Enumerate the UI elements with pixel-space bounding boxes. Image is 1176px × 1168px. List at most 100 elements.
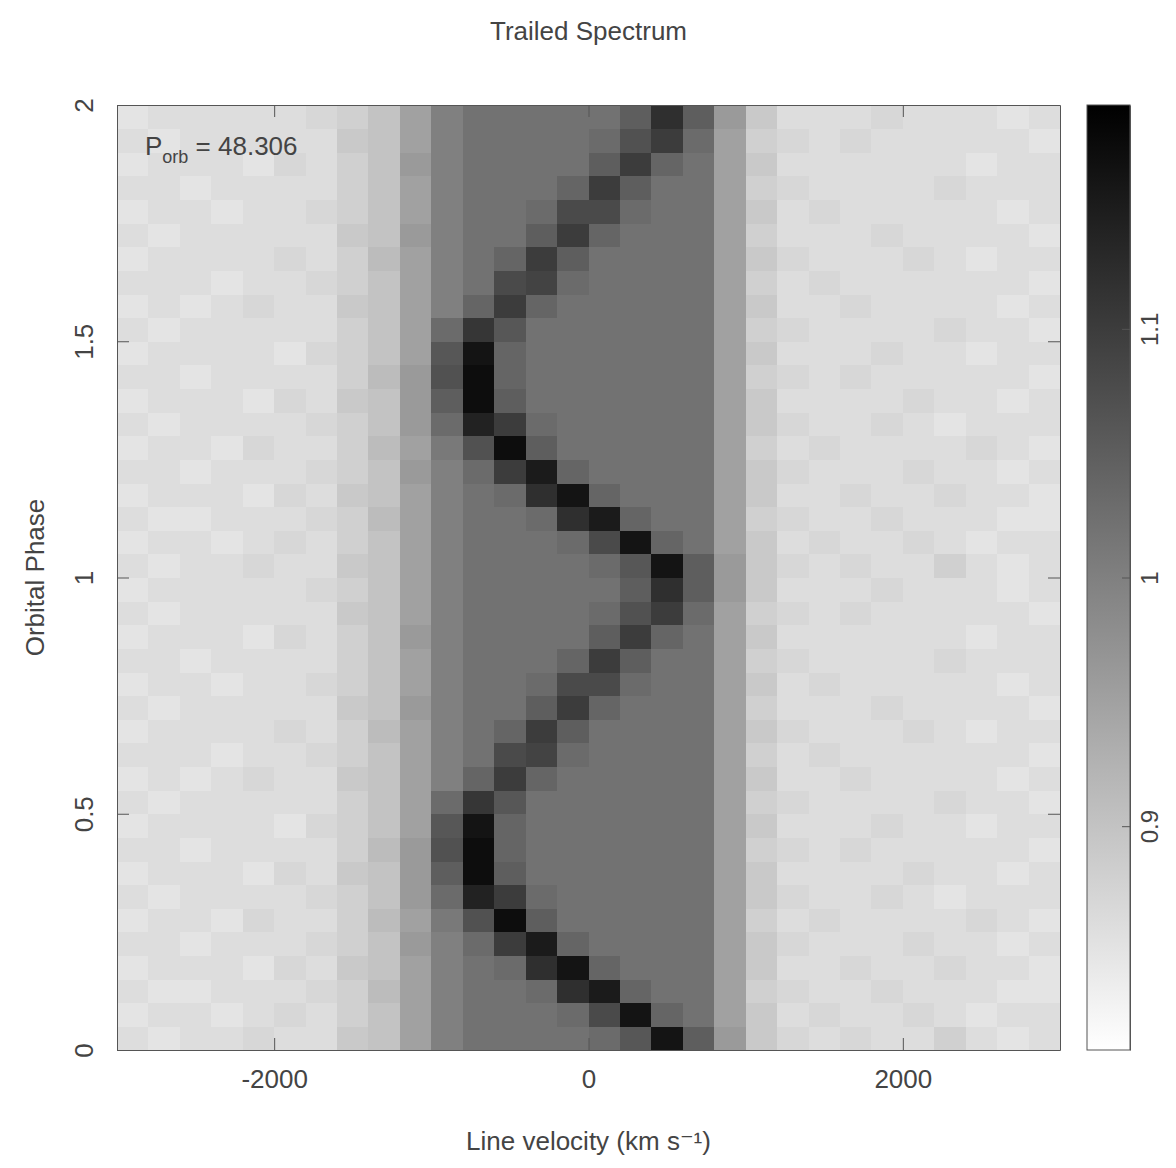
cell xyxy=(400,790,432,814)
cell xyxy=(180,389,212,413)
cell xyxy=(714,885,746,909)
cell xyxy=(651,979,683,1003)
cell xyxy=(746,294,778,318)
cell xyxy=(180,979,212,1003)
cell xyxy=(840,743,872,767)
cell xyxy=(368,152,400,176)
cell xyxy=(777,200,809,224)
cell xyxy=(651,767,683,791)
cell xyxy=(400,648,432,672)
tick-mark xyxy=(589,105,590,117)
cell xyxy=(337,294,369,318)
cell xyxy=(620,743,652,767)
cell xyxy=(651,223,683,247)
cell xyxy=(526,129,558,153)
cell xyxy=(274,530,306,554)
cell xyxy=(809,294,841,318)
cell xyxy=(211,412,243,436)
cell xyxy=(400,247,432,271)
cell xyxy=(306,341,338,365)
cell xyxy=(871,554,903,578)
cell xyxy=(337,129,369,153)
cell xyxy=(148,318,180,342)
cell xyxy=(620,200,652,224)
cell xyxy=(809,1026,841,1050)
cell xyxy=(243,294,275,318)
cell xyxy=(274,837,306,861)
cell xyxy=(777,389,809,413)
cell xyxy=(431,554,463,578)
cell xyxy=(746,389,778,413)
cell xyxy=(871,837,903,861)
cell xyxy=(306,956,338,980)
cell xyxy=(368,672,400,696)
cell xyxy=(840,200,872,224)
cell xyxy=(243,861,275,885)
cell xyxy=(211,1003,243,1027)
cell xyxy=(840,412,872,436)
cell xyxy=(651,1026,683,1050)
cell xyxy=(997,105,1029,129)
cell xyxy=(997,814,1029,838)
cell xyxy=(211,932,243,956)
cell xyxy=(243,459,275,483)
cell xyxy=(683,790,715,814)
cell xyxy=(180,270,212,294)
cell xyxy=(966,719,998,743)
cell xyxy=(714,672,746,696)
cell xyxy=(243,696,275,720)
cell xyxy=(117,672,149,696)
cell xyxy=(934,719,966,743)
cell xyxy=(117,719,149,743)
cell xyxy=(777,861,809,885)
cell xyxy=(431,956,463,980)
cell xyxy=(934,365,966,389)
cell xyxy=(337,767,369,791)
cell xyxy=(871,270,903,294)
cell xyxy=(148,837,180,861)
cell xyxy=(934,554,966,578)
cell xyxy=(306,483,338,507)
cell xyxy=(337,908,369,932)
cell xyxy=(809,176,841,200)
cell xyxy=(871,389,903,413)
cell xyxy=(871,1003,903,1027)
tick-mark xyxy=(1048,341,1060,342)
cell xyxy=(683,625,715,649)
cell xyxy=(651,459,683,483)
cell xyxy=(431,389,463,413)
cell xyxy=(651,601,683,625)
cell xyxy=(400,318,432,342)
cell xyxy=(400,861,432,885)
cell xyxy=(777,507,809,531)
cell xyxy=(871,365,903,389)
cell xyxy=(463,861,495,885)
cell xyxy=(431,1003,463,1027)
tick-label: 1.1 xyxy=(1136,313,1163,346)
cell xyxy=(934,507,966,531)
cell xyxy=(871,648,903,672)
cell xyxy=(337,885,369,909)
cell xyxy=(526,979,558,1003)
cell xyxy=(526,885,558,909)
cell xyxy=(1029,861,1060,885)
cell xyxy=(589,743,621,767)
cell xyxy=(651,129,683,153)
cell xyxy=(840,790,872,814)
cell xyxy=(589,885,621,909)
cell xyxy=(589,979,621,1003)
cell xyxy=(400,483,432,507)
cell xyxy=(180,861,212,885)
cell xyxy=(777,530,809,554)
cell xyxy=(714,743,746,767)
tick: 0 xyxy=(69,1043,129,1057)
cell xyxy=(148,696,180,720)
cell xyxy=(777,294,809,318)
cell xyxy=(431,105,463,129)
cell xyxy=(148,932,180,956)
cell xyxy=(494,483,526,507)
cell xyxy=(180,105,212,129)
cell xyxy=(211,247,243,271)
tick-label: 0.9 xyxy=(1136,810,1163,843)
cell xyxy=(557,837,589,861)
